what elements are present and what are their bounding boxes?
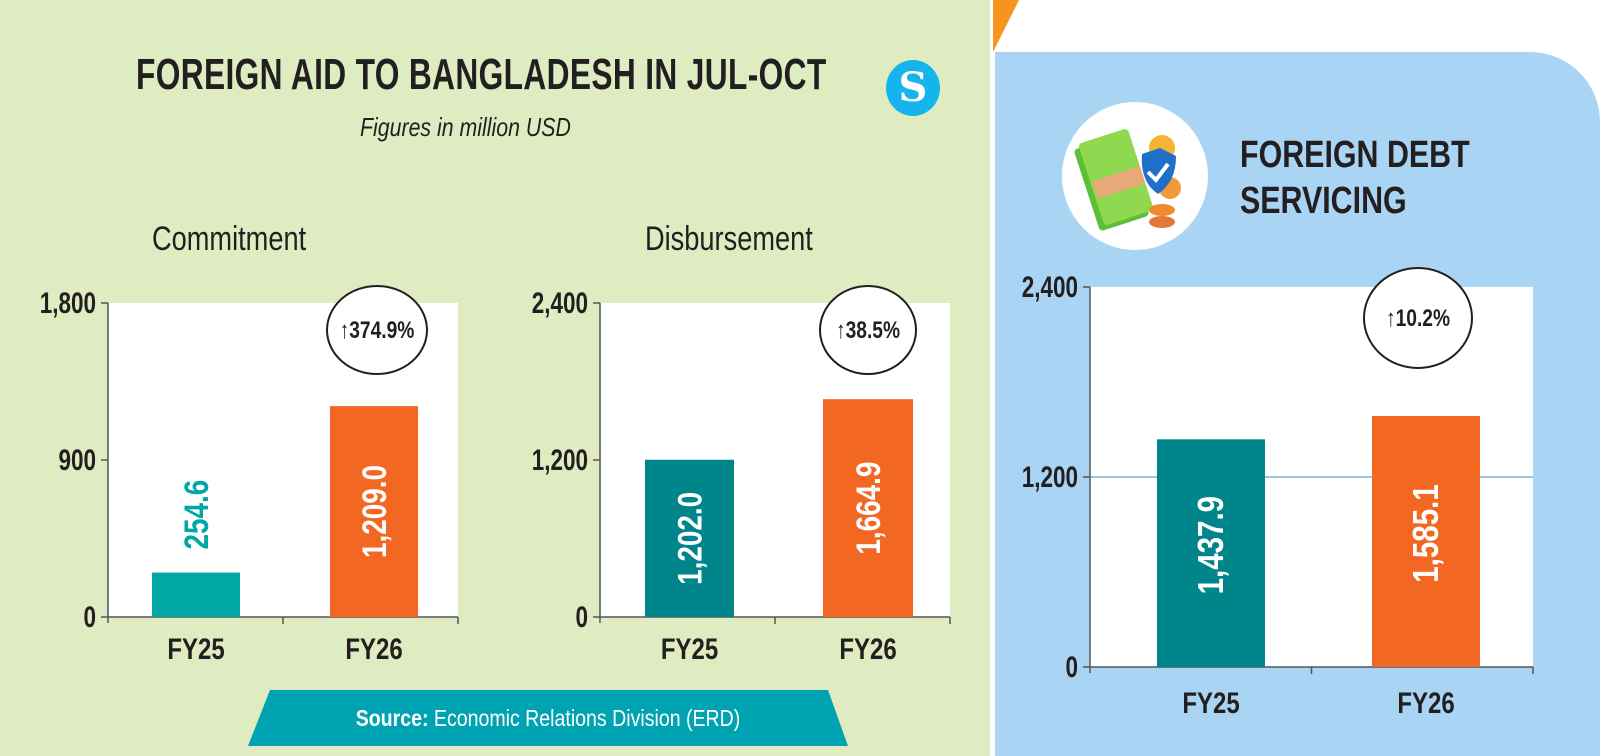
- x-tick-label: FY25: [167, 631, 224, 665]
- page-title: FOREIGN AID TO BANGLADESH IN JUL-OCT: [136, 50, 827, 99]
- bar-value-label: 254.6: [177, 480, 215, 550]
- disbursement-title: Disbursement: [645, 220, 813, 258]
- bar-fy26: [330, 406, 418, 617]
- bar-value-label: 1,585.1: [1405, 484, 1445, 582]
- y-tick-label: 0: [575, 600, 588, 634]
- source-banner-shape: [248, 690, 848, 746]
- y-tick-label: 0: [83, 600, 96, 634]
- bar-value-label: 1,202.0: [671, 492, 709, 585]
- debt-title-line2: SERVICING: [1240, 180, 1407, 222]
- commitment-title: Commitment: [152, 220, 307, 258]
- x-tick-label: FY26: [839, 631, 896, 665]
- x-tick-label: FY25: [1182, 685, 1239, 719]
- x-tick-label: FY26: [345, 631, 402, 665]
- bar-fy25: [152, 572, 240, 617]
- x-tick-label: FY26: [1397, 685, 1454, 719]
- source-value: Economic Relations Division (ERD): [433, 705, 741, 731]
- money-shield-coins-icon: [1062, 102, 1208, 250]
- y-tick-label: 0: [1065, 650, 1078, 684]
- bar-value-label: 1,664.9: [849, 462, 887, 555]
- change-badge: [819, 285, 917, 375]
- page-subtitle: Figures in million USD: [360, 112, 571, 142]
- divider: [990, 0, 995, 756]
- bar-value-label: 1,437.9: [1190, 496, 1230, 594]
- y-tick-label: 2,400: [532, 286, 588, 320]
- bar-fy26: [823, 399, 913, 617]
- x-tick-label: FY25: [661, 631, 718, 665]
- y-tick-label: 2,400: [1022, 270, 1078, 304]
- brand-logo-icon: S: [886, 60, 940, 116]
- y-tick-label: 900: [58, 443, 96, 477]
- debt-title-line1: FOREIGN DEBT: [1240, 134, 1470, 176]
- change-badge-label: ↑374.9%: [340, 316, 415, 344]
- change-badge: [1363, 267, 1473, 369]
- source-label: Source:: [355, 705, 429, 731]
- bar-fy25: [1157, 439, 1265, 667]
- change-badge-label: ↑10.2%: [1386, 304, 1450, 332]
- source-text: Source: Economic Relations Division (ERD…: [293, 690, 803, 746]
- bar-fy25: [645, 459, 734, 617]
- y-tick-label: 1,200: [1022, 460, 1078, 494]
- change-badge: [326, 285, 428, 375]
- y-tick-label: 1,200: [532, 443, 588, 477]
- bar-value-label: 1,209.0: [355, 465, 393, 558]
- source-banner: Source: Economic Relations Division (ERD…: [248, 690, 848, 746]
- debt-title: FOREIGN DEBT SERVICING: [1240, 132, 1470, 224]
- y-tick-label: 1,800: [40, 286, 96, 320]
- bar-fy26: [1372, 416, 1480, 667]
- change-badge-label: ↑38.5%: [836, 316, 900, 344]
